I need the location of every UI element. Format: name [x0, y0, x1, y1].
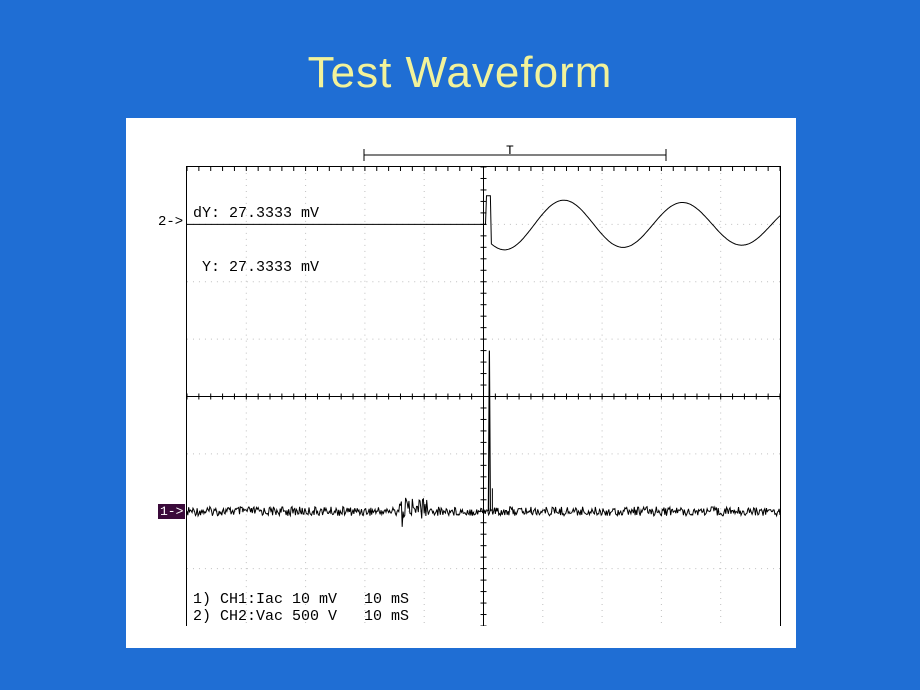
- slide: Test Waveform T 2-> 1-> dY: 2: [0, 0, 920, 690]
- ch-footer-line1: 1) CH1:Iac 10 mV 10 mS: [193, 591, 409, 608]
- cursor-line2: Y: 27.3333 mV: [193, 259, 319, 277]
- oscilloscope-inner: T 2-> 1-> dY: 27.3333 mV Y: 27.3333 mV 1…: [136, 130, 786, 638]
- oscilloscope-frame: T 2-> 1-> dY: 27.3333 mV Y: 27.3333 mV 1…: [126, 118, 796, 648]
- time-marker-label: T: [506, 143, 514, 158]
- cursor-readout: dY: 27.3333 mV Y: 27.3333 mV: [193, 169, 319, 313]
- ch2-indicator: 2->: [158, 214, 183, 230]
- cursor-line1: dY: 27.3333 mV: [193, 205, 319, 223]
- ch1-indicator: 1->: [158, 504, 185, 519]
- time-marker-bracket: [186, 146, 781, 166]
- slide-title: Test Waveform: [0, 0, 920, 98]
- oscilloscope-plot: dY: 27.3333 mV Y: 27.3333 mV 1) CH1:Iac …: [186, 166, 781, 626]
- ch-footer-line2: 2) CH2:Vac 500 V 10 mS: [193, 608, 409, 625]
